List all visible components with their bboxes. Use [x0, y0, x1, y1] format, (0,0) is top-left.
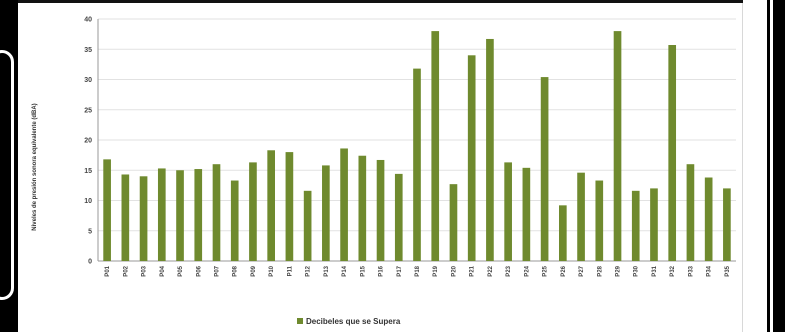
x-tick-label: P21	[470, 265, 476, 276]
bar-p34	[704, 177, 713, 261]
y-tick-label: 40	[84, 17, 92, 24]
x-tick-label: P29	[616, 265, 622, 276]
bar-p02	[121, 174, 130, 261]
bar-p35	[723, 188, 731, 261]
y-tick-label: 20	[84, 138, 92, 145]
bar-p12	[303, 190, 312, 261]
y-tick-label: 35	[84, 47, 92, 54]
bar-p11	[285, 152, 294, 261]
x-tick-label: P33	[688, 265, 694, 276]
x-tick-label: P05	[178, 265, 184, 276]
bar-p32	[668, 45, 677, 262]
x-tick-label: P03	[142, 265, 148, 276]
x-tick-label: P02	[123, 265, 129, 276]
x-tick-label: P18	[415, 265, 421, 276]
x-tick-label: P23	[506, 265, 512, 276]
x-tick-label: P26	[561, 265, 567, 276]
x-tick-label: P16	[379, 265, 385, 276]
bar-p01	[103, 159, 111, 261]
y-tick-label: 30	[84, 77, 92, 84]
bar-p07	[212, 164, 221, 261]
x-tick-label: P19	[433, 265, 439, 276]
legend-swatch	[297, 318, 303, 324]
x-tick-label: P15	[360, 265, 366, 276]
x-tick-label: P09	[251, 265, 257, 276]
y-tick-label: 0	[88, 259, 92, 266]
x-tick-label: P10	[269, 265, 275, 276]
x-tick-label: P32	[670, 265, 676, 276]
left-brace	[0, 50, 14, 300]
panel-divider	[742, 0, 743, 332]
x-tick-label: P24	[524, 265, 530, 276]
x-tick-label: P07	[214, 265, 220, 276]
x-tick-label: P30	[634, 265, 640, 276]
chart-panel	[18, 0, 767, 332]
x-tick-label: P22	[488, 265, 494, 276]
bar-p24	[522, 167, 531, 261]
x-tick-label: P04	[160, 265, 166, 276]
top-rule	[18, 0, 743, 3]
bar-p14	[340, 148, 348, 261]
bar-p29	[613, 31, 622, 261]
bar-p25	[540, 77, 549, 261]
x-tick-label: P12	[306, 265, 312, 276]
bar-p27	[577, 172, 585, 261]
x-tick-label: P20	[451, 265, 457, 276]
x-tick-label: P35	[725, 265, 731, 276]
bar-p10	[267, 150, 275, 261]
legend-label: Decibeles que se Supera	[306, 317, 401, 326]
x-tick-label: P17	[397, 265, 403, 276]
bar-p03	[139, 176, 148, 261]
x-tick-label: P08	[233, 265, 239, 276]
y-axis-label: Niveles de presión sonora equivalente (d…	[32, 103, 38, 230]
right-edge-line	[770, 0, 773, 332]
bar-p20	[449, 184, 458, 261]
bar-p23	[504, 162, 512, 261]
y-tick-label: 10	[84, 198, 92, 205]
x-tick-label: P13	[324, 265, 330, 276]
bars	[103, 31, 731, 262]
bar-p19	[431, 31, 440, 261]
y-tick-label: 5	[88, 228, 92, 235]
y-tick-label: 15	[84, 168, 92, 175]
bar-p04	[157, 168, 166, 261]
bar-p33	[686, 164, 695, 261]
bar-p15	[358, 155, 367, 261]
bar-p22	[486, 38, 494, 262]
x-tick-label: P06	[196, 265, 202, 276]
x-tick-label: P31	[652, 265, 658, 276]
bar-p16	[376, 159, 385, 261]
bar-p06	[194, 169, 203, 261]
bar-p26	[559, 205, 567, 261]
bar-p08	[230, 180, 239, 261]
x-tick-label: P27	[579, 265, 585, 276]
x-tick-label: P25	[543, 265, 549, 276]
x-tick-label: P28	[597, 265, 603, 276]
legend: Decibeles que se Supera	[297, 317, 401, 326]
bar-p09	[249, 162, 257, 261]
y-tick-label: 25	[84, 107, 92, 114]
bar-p18	[413, 68, 421, 261]
x-tick-labels: P01 P02 P03 P04 P05 P06 P07 P08 P09 P10 P11 P12 P13 P…	[105, 265, 731, 276]
bar-p31	[650, 188, 658, 261]
y-tick-labels: 0 5 10 15 20 25 30 35 40	[84, 17, 92, 266]
bar-p05	[176, 170, 184, 261]
x-tick-label: P14	[342, 265, 348, 276]
bar-p21	[467, 55, 476, 261]
x-tick-label: P34	[707, 265, 713, 276]
x-tick-label: P11	[287, 265, 293, 276]
bar-p28	[595, 180, 604, 261]
bar-p13	[322, 165, 330, 261]
x-tick-label: P01	[105, 265, 111, 276]
bar-p30	[631, 190, 640, 261]
bar-p17	[394, 173, 403, 261]
